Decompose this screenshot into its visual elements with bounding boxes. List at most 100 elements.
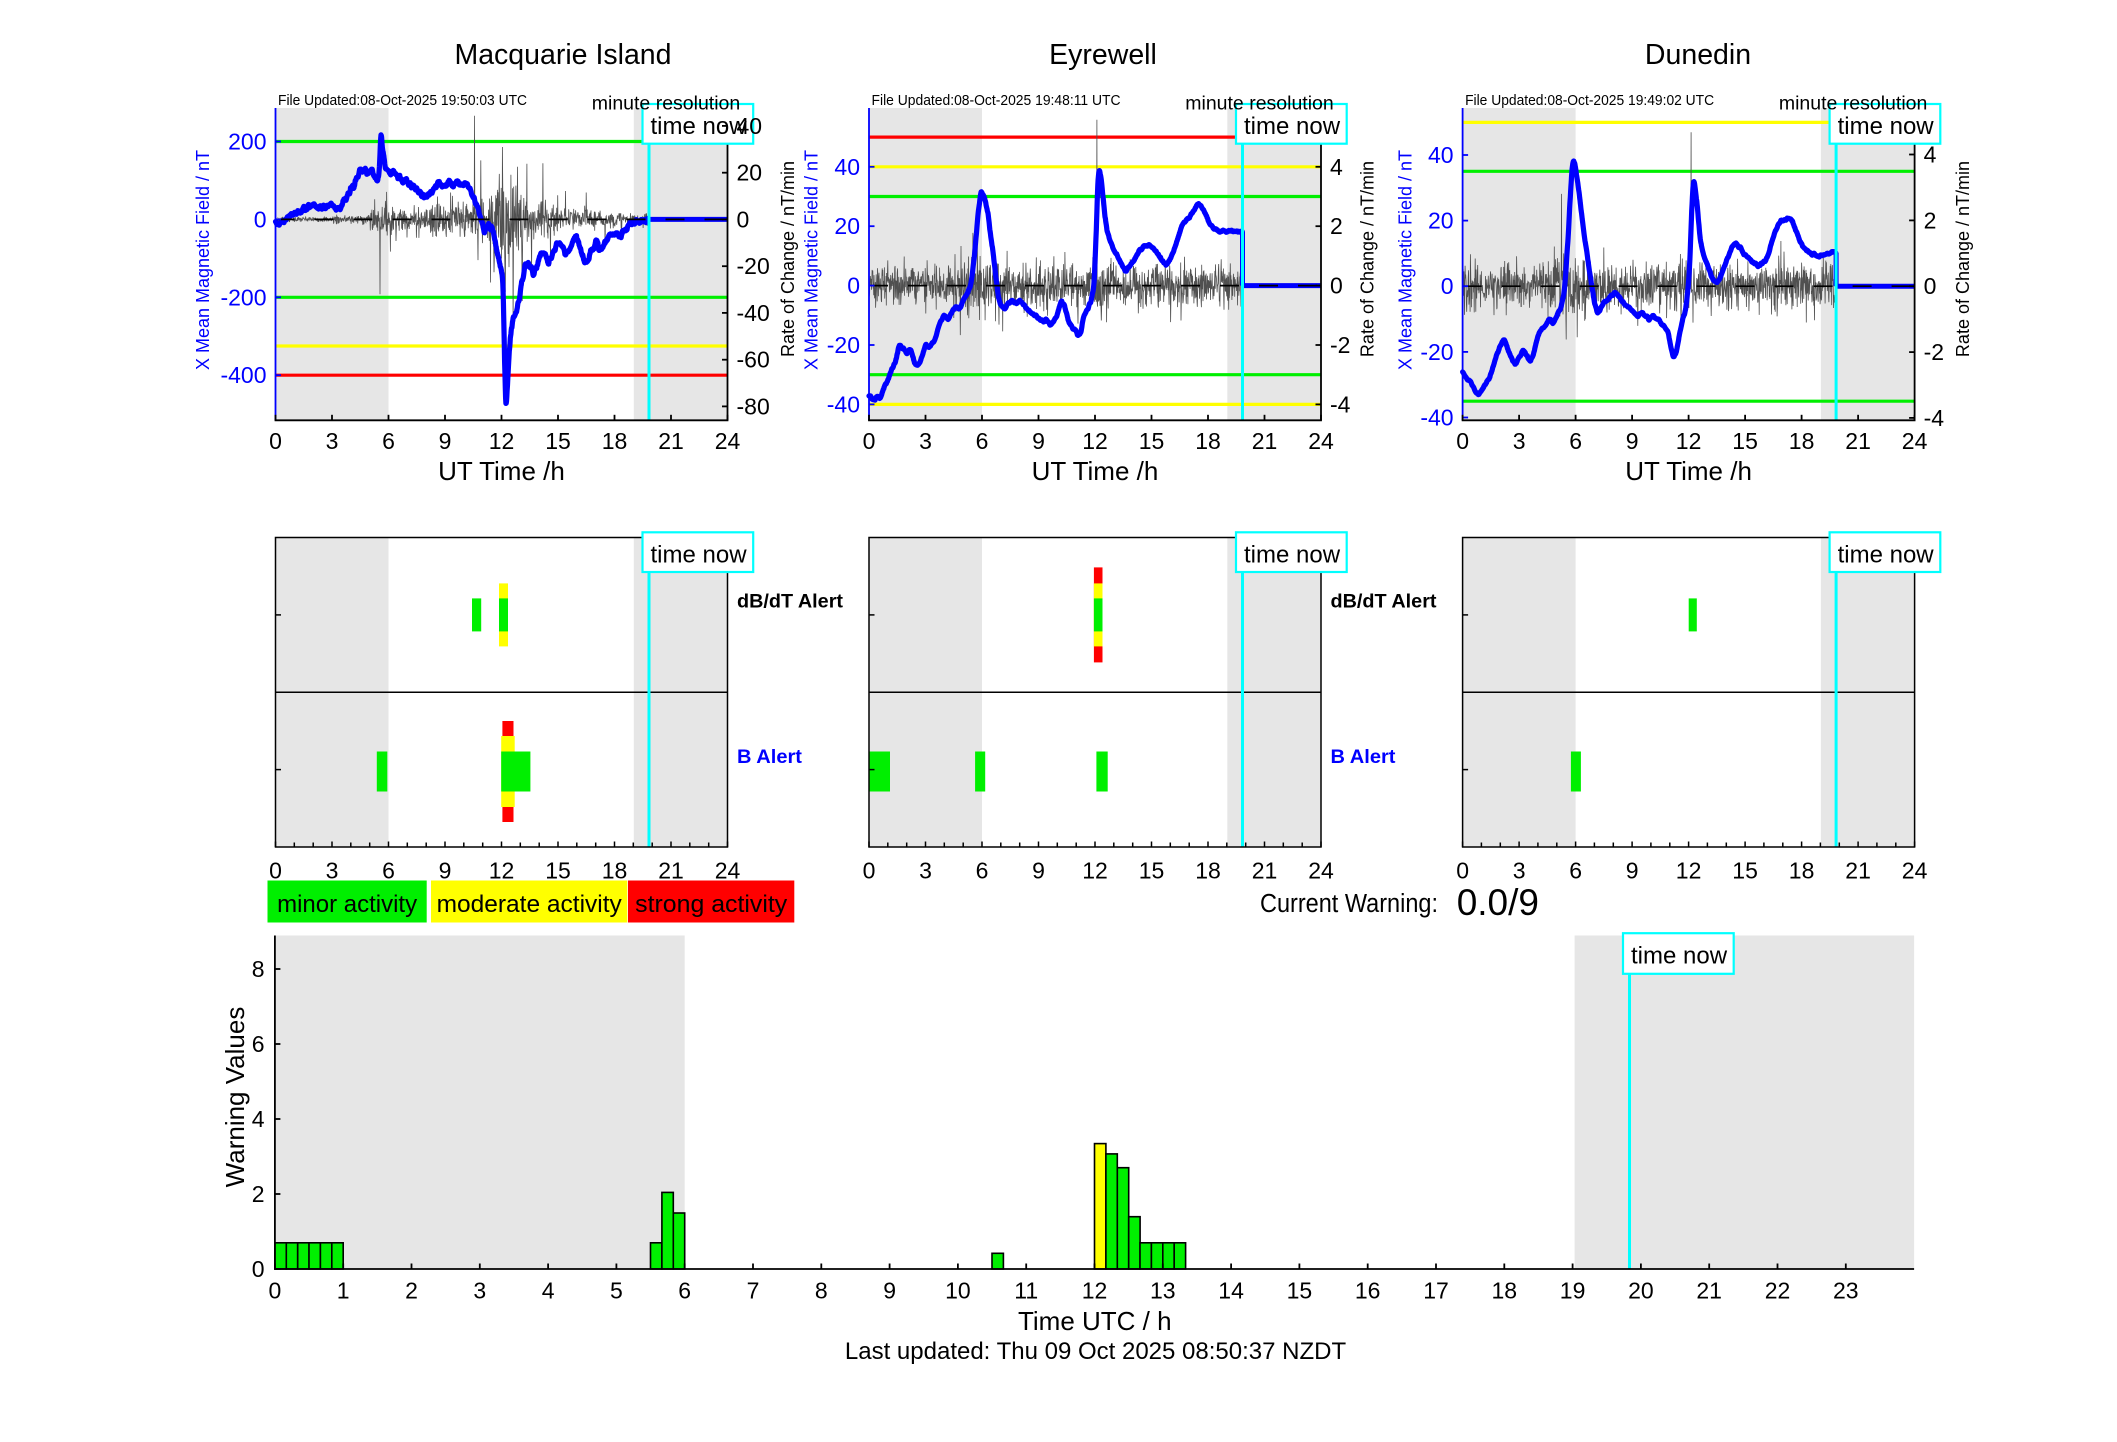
svg-text:20: 20 [1628, 1278, 1654, 1304]
svg-text:4: 4 [542, 1278, 555, 1304]
svg-text:3: 3 [326, 428, 339, 454]
svg-text:-40: -40 [1420, 405, 1453, 431]
svg-text:21: 21 [1252, 428, 1278, 454]
svg-text:minute resolution: minute resolution [1185, 93, 1334, 115]
svg-text:14: 14 [1218, 1278, 1244, 1304]
svg-text:40: 40 [1428, 142, 1454, 168]
svg-text:20: 20 [834, 213, 860, 239]
svg-text:15: 15 [1139, 857, 1165, 883]
svg-text:-80: -80 [737, 393, 770, 419]
svg-text:minor activity: minor activity [277, 891, 418, 918]
svg-text:12: 12 [1676, 428, 1702, 454]
svg-text:0: 0 [1441, 273, 1454, 299]
svg-text:9: 9 [883, 1278, 896, 1304]
svg-text:15: 15 [1139, 428, 1165, 454]
svg-text:Rate of Change / nT/min: Rate of Change / nT/min [778, 161, 798, 357]
svg-text:3: 3 [919, 857, 932, 883]
svg-text:15: 15 [545, 857, 571, 883]
svg-text:time now: time now [651, 541, 748, 568]
svg-text:21: 21 [1252, 857, 1278, 883]
svg-text:minute resolution: minute resolution [592, 93, 741, 115]
svg-text:18: 18 [1789, 857, 1815, 883]
svg-text:24: 24 [1902, 428, 1928, 454]
svg-text:-60: -60 [737, 347, 770, 373]
svg-text:6: 6 [976, 428, 989, 454]
svg-text:21: 21 [1696, 1278, 1722, 1304]
svg-text:40: 40 [834, 154, 860, 180]
svg-text:23: 23 [1833, 1278, 1859, 1304]
svg-text:18: 18 [1195, 428, 1221, 454]
svg-text:time now: time now [1838, 541, 1935, 568]
svg-text:9: 9 [439, 428, 452, 454]
svg-text:24: 24 [715, 428, 741, 454]
svg-text:File Updated:08-Oct-2025 19:50: File Updated:08-Oct-2025 19:50:03 UTC [278, 92, 527, 109]
svg-text:20: 20 [1428, 208, 1454, 234]
svg-text:Macquarie Island: Macquarie Island [454, 39, 671, 71]
svg-text:UT Time /h: UT Time /h [1625, 456, 1752, 486]
svg-text:-4: -4 [1924, 405, 1945, 431]
svg-text:8: 8 [815, 1278, 828, 1304]
svg-text:-20: -20 [1420, 339, 1453, 365]
svg-text:3: 3 [919, 428, 932, 454]
svg-text:24: 24 [1902, 857, 1928, 883]
svg-text:1: 1 [337, 1278, 350, 1304]
svg-text:3: 3 [1513, 428, 1526, 454]
svg-text:40: 40 [737, 113, 763, 139]
svg-text:dB/dT Alert: dB/dT Alert [1331, 592, 1438, 613]
svg-text:Rate of Change / nT/min: Rate of Change / nT/min [1953, 161, 1973, 357]
svg-text:15: 15 [1287, 1278, 1313, 1304]
svg-text:24: 24 [1308, 428, 1334, 454]
svg-text:12: 12 [1082, 1278, 1108, 1304]
svg-text:dB/dT Alert: dB/dT Alert [737, 592, 844, 613]
svg-text:18: 18 [1195, 857, 1221, 883]
svg-text:6: 6 [382, 857, 395, 883]
svg-text:X Mean Magnetic Field / nT: X Mean Magnetic Field / nT [193, 150, 213, 370]
svg-text:21: 21 [1845, 857, 1871, 883]
svg-text:19: 19 [1560, 1278, 1586, 1304]
svg-text:15: 15 [545, 428, 571, 454]
svg-text:time now: time now [1244, 113, 1341, 140]
svg-text:-2: -2 [1924, 339, 1944, 365]
svg-text:6: 6 [382, 428, 395, 454]
svg-text:0: 0 [847, 273, 860, 299]
svg-text:0: 0 [1456, 857, 1469, 883]
svg-text:minute resolution: minute resolution [1779, 93, 1928, 115]
svg-text:-40: -40 [827, 391, 860, 417]
svg-text:8: 8 [252, 956, 265, 982]
svg-text:9: 9 [1032, 857, 1045, 883]
svg-text:time now: time now [1838, 113, 1935, 140]
svg-text:12: 12 [1082, 428, 1108, 454]
svg-text:200: 200 [228, 129, 266, 155]
svg-text:20: 20 [737, 160, 763, 186]
svg-text:22: 22 [1765, 1278, 1791, 1304]
svg-text:24: 24 [715, 857, 741, 883]
svg-text:21: 21 [1845, 428, 1871, 454]
svg-text:4: 4 [252, 1106, 265, 1132]
svg-text:Dunedin: Dunedin [1645, 39, 1751, 71]
svg-text:9: 9 [1626, 428, 1639, 454]
svg-text:-4: -4 [1330, 391, 1351, 417]
svg-text:6: 6 [976, 857, 989, 883]
svg-text:0.0/9: 0.0/9 [1457, 882, 1539, 923]
svg-text:3: 3 [473, 1278, 486, 1304]
svg-text:time now: time now [1631, 942, 1728, 969]
svg-text:-20: -20 [827, 332, 860, 358]
svg-text:9: 9 [439, 857, 452, 883]
svg-text:moderate activity: moderate activity [437, 891, 623, 918]
svg-text:-20: -20 [737, 253, 770, 279]
svg-text:4: 4 [1330, 154, 1343, 180]
svg-text:0: 0 [269, 428, 282, 454]
svg-text:0: 0 [737, 206, 750, 232]
svg-text:X Mean Magnetic Field / nT: X Mean Magnetic Field / nT [1396, 150, 1416, 370]
svg-text:Time UTC / h: Time UTC / h [1018, 1306, 1172, 1336]
svg-text:-400: -400 [220, 362, 266, 388]
svg-text:0: 0 [1456, 428, 1469, 454]
svg-text:Current Warning:: Current Warning: [1260, 890, 1438, 918]
svg-text:UT Time /h: UT Time /h [438, 456, 565, 486]
svg-text:Eyrewell: Eyrewell [1049, 39, 1157, 71]
svg-text:3: 3 [326, 857, 339, 883]
svg-text:13: 13 [1150, 1278, 1176, 1304]
svg-text:4: 4 [1924, 142, 1937, 168]
svg-text:18: 18 [1492, 1278, 1518, 1304]
svg-text:24: 24 [1308, 857, 1334, 883]
